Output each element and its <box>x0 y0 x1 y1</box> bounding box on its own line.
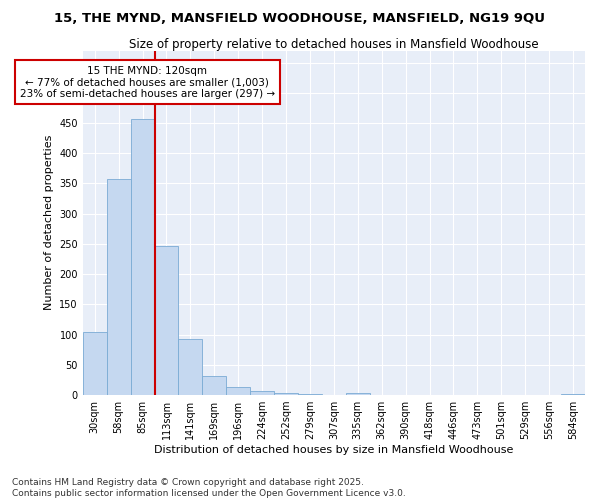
Text: 15, THE MYND, MANSFIELD WOODHOUSE, MANSFIELD, NG19 9QU: 15, THE MYND, MANSFIELD WOODHOUSE, MANSF… <box>55 12 545 26</box>
Bar <box>202 376 226 395</box>
Bar <box>274 392 298 395</box>
Bar <box>250 391 274 395</box>
Text: 15 THE MYND: 120sqm
← 77% of detached houses are smaller (1,003)
23% of semi-det: 15 THE MYND: 120sqm ← 77% of detached ho… <box>20 66 275 99</box>
Bar <box>561 394 585 395</box>
Bar <box>107 178 131 395</box>
Title: Size of property relative to detached houses in Mansfield Woodhouse: Size of property relative to detached ho… <box>129 38 539 51</box>
Bar <box>226 386 250 395</box>
Bar <box>178 340 202 395</box>
Bar <box>131 120 155 395</box>
X-axis label: Distribution of detached houses by size in Mansfield Woodhouse: Distribution of detached houses by size … <box>154 445 514 455</box>
Bar <box>346 394 370 395</box>
Bar <box>298 394 322 395</box>
Bar <box>83 332 107 395</box>
Y-axis label: Number of detached properties: Number of detached properties <box>44 135 54 310</box>
Text: Contains HM Land Registry data © Crown copyright and database right 2025.
Contai: Contains HM Land Registry data © Crown c… <box>12 478 406 498</box>
Bar <box>155 246 178 395</box>
